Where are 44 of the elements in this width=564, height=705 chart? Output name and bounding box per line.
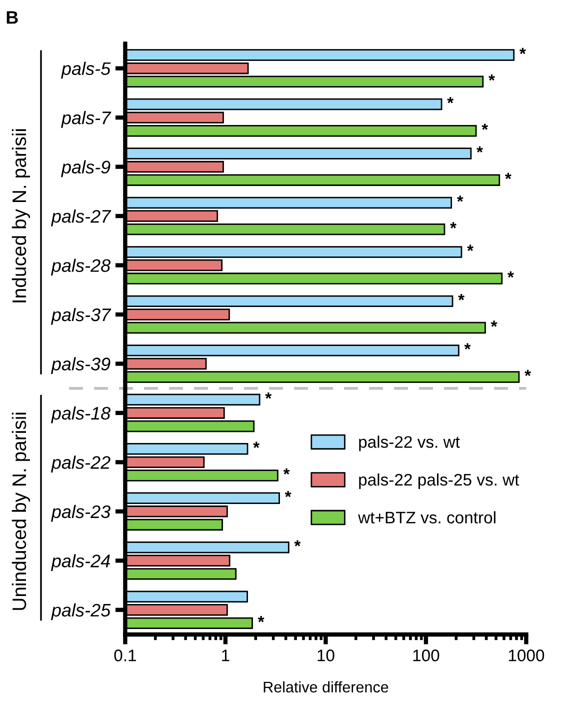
y-tick-label: pals-5 bbox=[61, 62, 111, 79]
x-axis-title: Relative difference bbox=[264, 681, 388, 693]
y-tick-label: pals-28 bbox=[50, 258, 111, 276]
legend-label: pals-22 pals-25 vs. wt bbox=[359, 473, 520, 489]
x-tick-label: 1000 bbox=[508, 650, 544, 662]
data-label: * bbox=[450, 222, 456, 228]
data-label: * bbox=[524, 370, 532, 376]
y-tick-label: pals-39 bbox=[50, 357, 110, 374]
legend-label: pals-22 vs. wt bbox=[359, 436, 460, 452]
y-tick-label: pals-7 bbox=[61, 111, 112, 128]
data-label: * bbox=[284, 490, 292, 498]
data-label: * bbox=[265, 392, 272, 399]
x-tick-label: 10 bbox=[318, 650, 334, 662]
data-label: * bbox=[447, 97, 454, 104]
y-tick-label: pals-24 bbox=[50, 554, 110, 571]
y-tick-label: pals-22 bbox=[50, 456, 110, 472]
x-tick-label: 0.1 bbox=[114, 650, 136, 662]
data-label: * bbox=[476, 146, 483, 153]
data-label: * bbox=[504, 172, 512, 180]
y-tick-label: pals-9 bbox=[61, 160, 110, 178]
y-tick-label: pals-27 bbox=[50, 209, 112, 226]
y-tick-label: pals-18 bbox=[50, 406, 111, 424]
data-label: * bbox=[458, 294, 465, 300]
data-label: * bbox=[283, 468, 290, 475]
data-label: * bbox=[488, 74, 495, 81]
data-label: * bbox=[482, 124, 488, 130]
data-label: * bbox=[490, 320, 498, 327]
y-tick-label: pals-25 bbox=[50, 603, 111, 620]
y-tick-label: pals-37 bbox=[50, 308, 112, 325]
text: Induced by N. parisii bbox=[12, 129, 30, 302]
data-label: * bbox=[519, 48, 526, 54]
x-tick-label: 1 bbox=[222, 650, 230, 662]
legend-label: wt+BTZ vs. control bbox=[358, 511, 496, 524]
text: Uninduced by N. parisii bbox=[12, 412, 30, 610]
data-label: * bbox=[456, 196, 464, 202]
y-tick-label: pals-23 bbox=[50, 504, 110, 522]
x-tick-label: 100 bbox=[413, 650, 440, 662]
data-label: * bbox=[507, 271, 514, 278]
data-label: * bbox=[258, 616, 264, 622]
data-label: * bbox=[294, 540, 301, 546]
data-label: * bbox=[464, 343, 471, 350]
data-label: * bbox=[253, 442, 260, 448]
data-label: * bbox=[467, 244, 474, 252]
chart-title: B bbox=[6, 11, 18, 24]
